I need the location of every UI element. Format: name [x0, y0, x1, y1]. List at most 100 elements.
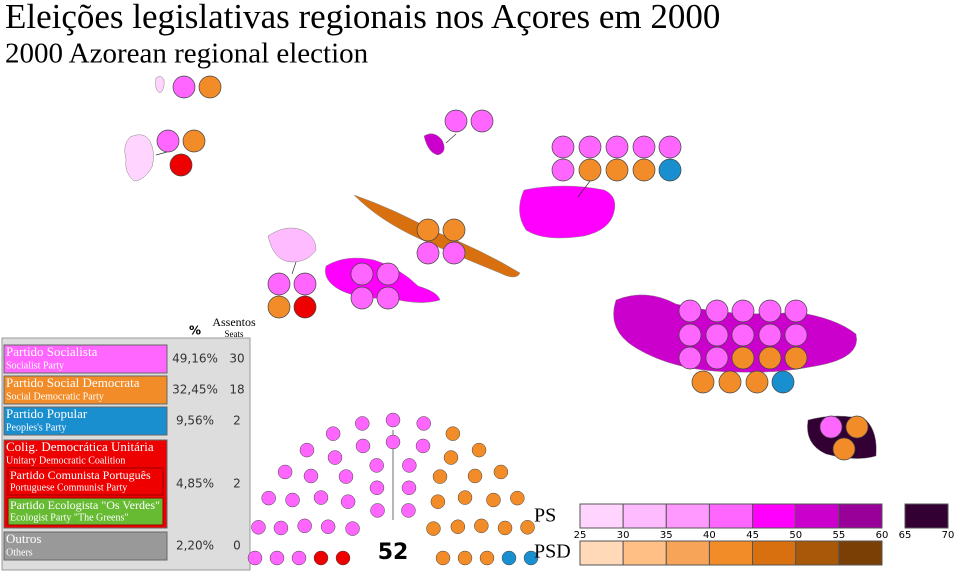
seat	[632, 158, 656, 182]
member-name-en: Ecologist Party "The Greens"	[10, 512, 128, 523]
parliament-seat	[335, 550, 351, 566]
party-seats: 2	[233, 414, 241, 428]
seat	[784, 346, 808, 370]
leader	[291, 261, 297, 275]
party-name-en: Socialist Party	[6, 360, 64, 371]
scale-label: PS	[534, 505, 556, 527]
parliament-seat	[277, 464, 293, 480]
island-seats	[156, 75, 869, 461]
parliament-seat	[355, 438, 371, 454]
parliament-seat	[320, 519, 336, 535]
scale-box	[665, 503, 710, 529]
member-name: Partido Comunista Português	[10, 468, 151, 482]
seat	[832, 437, 856, 461]
seat	[771, 370, 795, 394]
seat	[718, 370, 742, 394]
col-percent: %	[189, 324, 201, 338]
parliament-seat	[261, 490, 276, 506]
parliament-seat	[445, 426, 461, 441]
scale-box	[622, 540, 667, 566]
scale-box	[622, 503, 667, 529]
party-swatch	[3, 375, 168, 405]
parliament-seat	[369, 458, 384, 473]
terceira	[519, 185, 616, 239]
scale-tick: 55	[832, 530, 845, 541]
seat	[819, 415, 843, 439]
parliament-seat	[325, 426, 341, 441]
member-swatch	[7, 467, 164, 496]
seat	[678, 323, 702, 347]
party-name-en: Others	[6, 547, 33, 558]
seat	[350, 262, 374, 286]
party-percent: 49,16%	[172, 352, 218, 366]
party-name: Partido Popular	[6, 406, 88, 421]
scale-tick: 35	[660, 530, 673, 541]
seat	[293, 272, 317, 296]
scale-tick: 25	[574, 530, 587, 541]
hemicycle	[247, 412, 539, 566]
parliament-seat	[385, 434, 401, 450]
party-swatch	[3, 531, 168, 561]
parliament-seat	[251, 520, 266, 535]
parliament-seat	[355, 416, 370, 431]
seat	[758, 346, 782, 370]
seat	[605, 158, 629, 182]
seat	[444, 109, 468, 133]
member-name-en: Portuguese Communist Party	[10, 482, 127, 493]
parliament-seat	[297, 518, 312, 534]
party-percent: 9,56%	[176, 414, 214, 428]
seat	[470, 109, 494, 133]
scale-tick: 65	[899, 530, 912, 541]
party-name-en: Unitary Democratic Coalition	[6, 455, 125, 466]
parliament-seat	[247, 550, 263, 566]
scale-box	[795, 503, 840, 529]
parliament-seat	[291, 550, 307, 566]
scale-box	[579, 540, 624, 566]
faial	[267, 227, 317, 263]
seat	[293, 295, 317, 319]
parliament-seat	[385, 412, 401, 428]
seat	[731, 323, 755, 347]
party-name: Outros	[6, 531, 41, 546]
seat	[632, 135, 656, 159]
seat	[784, 323, 808, 347]
parliament-seat	[432, 469, 448, 484]
seat	[169, 153, 193, 177]
flores	[124, 134, 154, 182]
parliament-seat	[457, 490, 473, 505]
parliament-seat	[430, 494, 446, 509]
scale-box	[752, 540, 797, 566]
seat	[705, 323, 729, 347]
parliament-seat	[435, 550, 451, 566]
parliament-seat	[520, 520, 535, 535]
parliament-seat	[401, 503, 416, 518]
parliament-seat	[345, 521, 360, 536]
seat	[731, 346, 755, 370]
seat	[578, 158, 602, 182]
parliament-seat	[285, 492, 300, 508]
parliament-seat	[426, 521, 441, 536]
title: Eleições legislativas regionais nos Açor…	[5, 0, 720, 36]
seat	[784, 299, 808, 323]
seat	[758, 323, 782, 347]
parliament-seat	[299, 442, 315, 458]
parliament-seat	[479, 550, 495, 566]
parliament-seat	[450, 519, 466, 535]
seat	[267, 272, 291, 296]
scale-tick: 30	[617, 530, 630, 541]
seat	[658, 135, 682, 159]
party-name-en: Peoples's Party	[6, 422, 66, 433]
party-name: Colig. Democrática Unitária	[6, 439, 154, 454]
scale-box	[708, 540, 754, 566]
party-seats: 0	[233, 539, 241, 553]
seat	[691, 370, 715, 394]
party-percent: 32,45%	[172, 383, 218, 397]
seat	[350, 286, 374, 310]
seat	[198, 75, 222, 99]
parliament-seat	[401, 480, 417, 496]
scale-tick: 50	[789, 530, 802, 541]
parliament-seat	[501, 550, 517, 566]
parliament-seat	[415, 438, 431, 454]
